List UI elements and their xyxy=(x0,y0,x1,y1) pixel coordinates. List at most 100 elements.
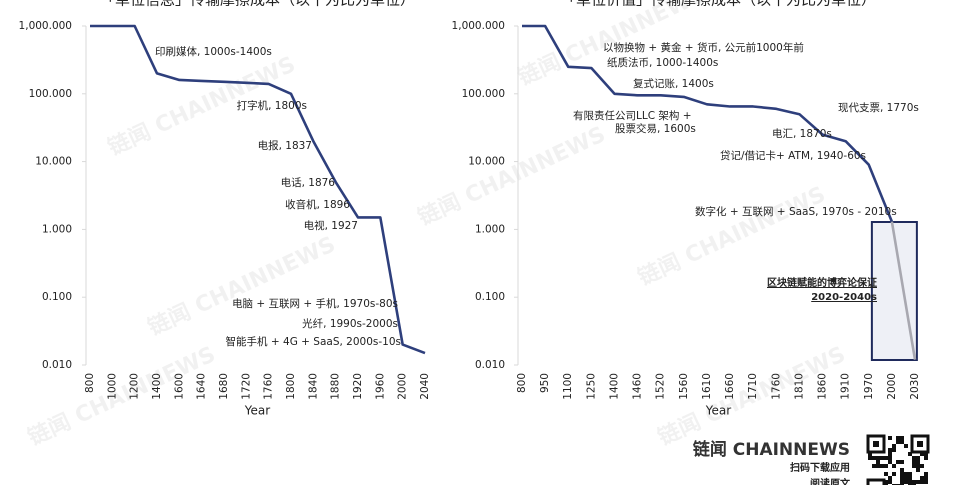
watermark: 链闻 CHAINNEWS xyxy=(414,121,609,231)
annotation: 电汇, 1870s xyxy=(772,127,832,140)
annotation: 电视, 1927 xyxy=(304,219,358,232)
annotation: 现代支票, 1770s xyxy=(838,102,919,114)
series-line xyxy=(522,24,894,223)
x-tick-label: 1960 xyxy=(374,373,386,400)
annotation: 贷记/借记卡+ ATM, 1940-60s xyxy=(720,149,866,162)
annotation: 有限责任公司LLC 架构 + xyxy=(573,109,692,122)
qr-cell xyxy=(892,448,896,452)
y-tick-label: 1,000.000 xyxy=(452,20,505,32)
y-tick-label: 0.010 xyxy=(475,359,505,371)
y-tick-label: 1.000 xyxy=(475,223,505,235)
qr-cell xyxy=(900,460,904,464)
x-axis-label: Year xyxy=(244,404,270,418)
y-tick-label: 0.010 xyxy=(42,359,72,371)
qr-cell xyxy=(924,456,928,460)
annotation: 股票交易, 1600s xyxy=(615,122,696,135)
qr-cell xyxy=(904,444,908,448)
x-tick-label: 1720 xyxy=(240,373,252,400)
series-line xyxy=(90,24,426,355)
projection-box xyxy=(870,221,918,361)
box-label: 区块链赋能的博弈论保证 xyxy=(767,276,877,289)
qr-cell xyxy=(924,472,928,476)
qr-cell xyxy=(876,460,880,464)
qr-cell xyxy=(920,464,924,468)
y-tick-label: 10.000 xyxy=(35,156,72,168)
annotation: 电话, 1876 xyxy=(281,176,336,189)
x-tick-label: 1840 xyxy=(307,373,319,400)
qr-cell xyxy=(872,456,876,460)
brand: 链闻 CHAINNEWS xyxy=(693,439,850,460)
x-tick-label: 1800 xyxy=(285,373,297,400)
footer-line: 扫码下载应用 xyxy=(790,461,850,474)
x-tick-label: 1660 xyxy=(724,373,736,400)
annotation: 印刷媒体, 1000s-1400s xyxy=(155,45,272,58)
annotation: 复式记账, 1400s xyxy=(633,77,714,90)
qr-cell xyxy=(904,476,908,480)
annotation: 以物换物 + 黄金 + 货币, 公元前1000年前 xyxy=(603,41,804,54)
qr-cell xyxy=(920,452,924,456)
qr-finder xyxy=(917,441,923,447)
y-tick-label: 0.100 xyxy=(42,291,72,303)
qr-cell xyxy=(880,464,884,468)
qr-cell xyxy=(908,472,912,476)
qr-cell xyxy=(924,452,928,456)
qr-cell xyxy=(904,480,908,484)
annotation: 电脑 + 互联网 + 手机, 1970s-80s xyxy=(232,297,398,310)
x-tick-label: 1760 xyxy=(263,373,275,400)
x-tick-label: 1400 xyxy=(608,373,620,400)
x-tick-label: 1860 xyxy=(817,373,829,400)
x-tick-label: 1460 xyxy=(632,373,644,400)
x-tick-label: 1760 xyxy=(770,373,782,400)
qr-cell xyxy=(872,464,876,468)
y-tick-label: 10.000 xyxy=(468,156,505,168)
footer-line: 阅读原文 xyxy=(810,477,851,485)
qr-cell xyxy=(876,464,880,468)
series-line xyxy=(890,221,917,360)
qr-cell xyxy=(912,456,916,460)
qr-cell xyxy=(900,472,904,476)
qr-cell xyxy=(908,480,912,484)
x-tick-label: 1880 xyxy=(330,373,342,400)
annotation: 收音机, 1896 xyxy=(285,198,350,211)
x-tick-label: 1710 xyxy=(747,373,759,400)
qr-finder xyxy=(866,478,886,485)
x-tick-label: 1910 xyxy=(840,373,852,400)
qr-cell xyxy=(904,472,908,476)
qr-cell xyxy=(912,480,916,484)
x-tick-label: 2000 xyxy=(397,373,409,400)
qr-cell xyxy=(924,476,928,480)
qr-cell xyxy=(912,460,916,464)
chart-title: 「单位信息」传输摩擦成本（以十为比为单位） xyxy=(100,0,415,9)
qr-cell xyxy=(868,452,872,456)
qr-cell xyxy=(900,476,904,480)
qr-cell xyxy=(900,440,904,444)
annotation: 光纤, 1990s-2000s xyxy=(302,317,398,330)
qr-cell xyxy=(916,480,920,484)
x-tick-label: 1920 xyxy=(352,373,364,400)
qr-cell xyxy=(900,468,904,472)
qr-code xyxy=(866,434,930,485)
qr-cell xyxy=(888,452,892,456)
annotation: 打字机, 1800s xyxy=(237,99,307,112)
watermark: 链闻 CHAINNEWS xyxy=(24,341,219,451)
qr-cell xyxy=(868,456,872,460)
qr-cell xyxy=(896,460,900,464)
qr-cell xyxy=(908,476,912,480)
qr-cell xyxy=(896,436,900,440)
qr-cell xyxy=(876,456,880,460)
qr-cell xyxy=(888,456,892,460)
qr-cell xyxy=(900,436,904,440)
y-tick-label: 0.100 xyxy=(475,291,505,303)
x-tick-label: 1680 xyxy=(218,373,230,400)
x-tick-label: 950 xyxy=(539,373,551,393)
qr-cell xyxy=(892,444,896,448)
qr-cell xyxy=(908,452,912,456)
x-tick-label: 1810 xyxy=(793,373,805,400)
chart-title: 「单位价值」传输摩擦成本（以十为比为单位） xyxy=(561,0,876,9)
qr-cell xyxy=(884,464,888,468)
qr-cell xyxy=(900,480,904,484)
qr-cell xyxy=(888,476,892,480)
qr-cell xyxy=(888,448,892,452)
qr-cell xyxy=(920,476,924,480)
